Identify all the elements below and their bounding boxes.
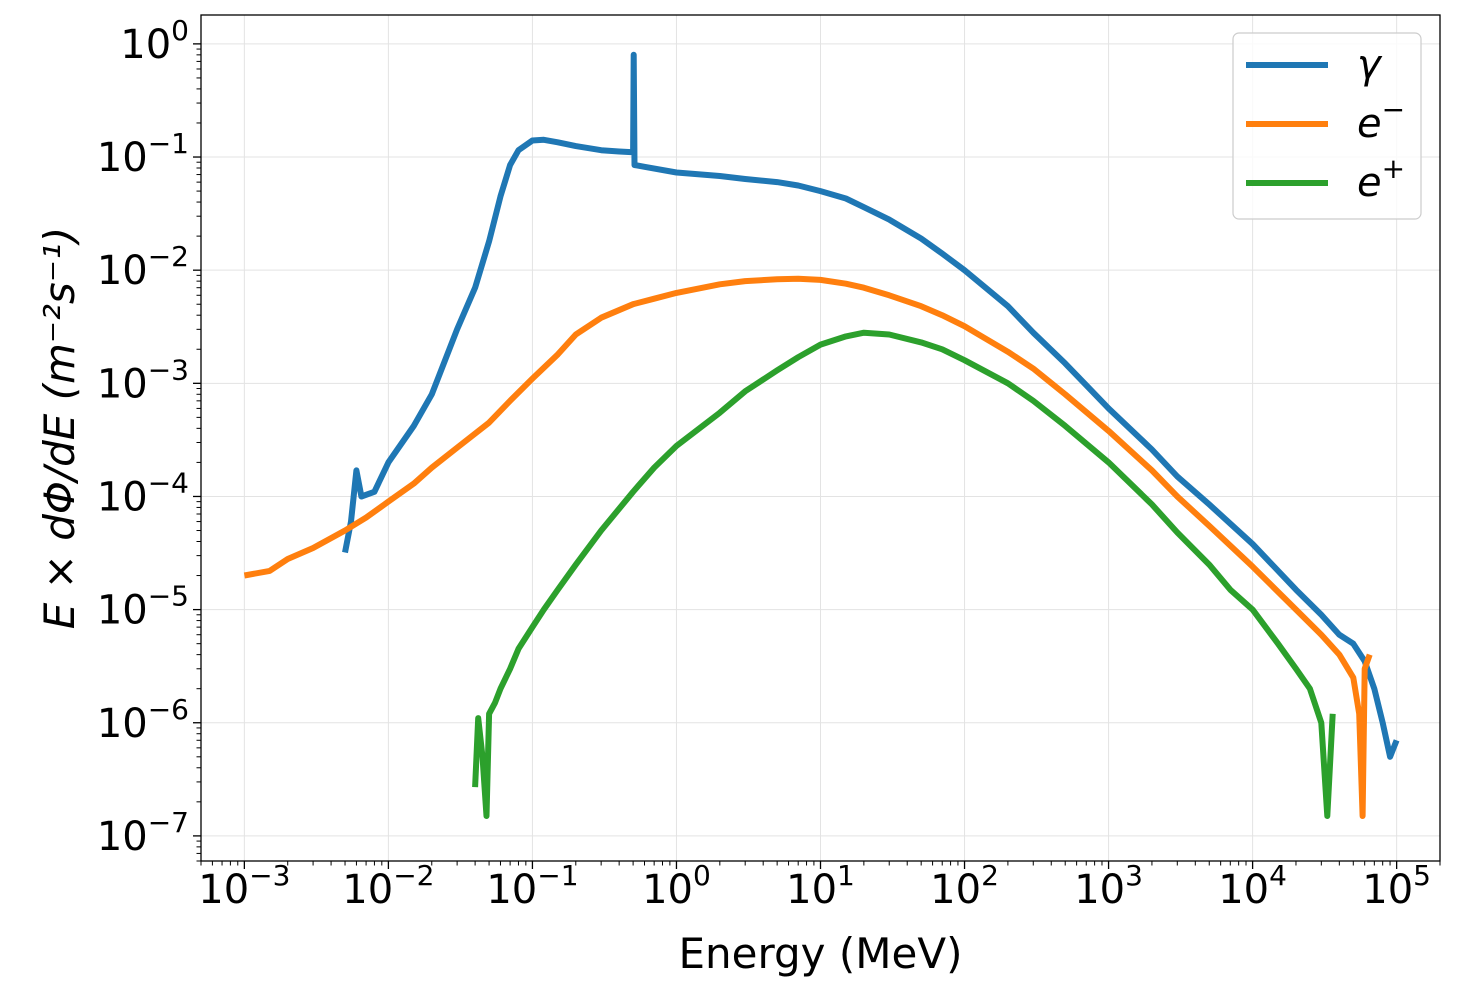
x-tick-label: 103 bbox=[1074, 859, 1143, 913]
x-tick-label: 10−3 bbox=[198, 859, 290, 913]
x-tick-label: 10−2 bbox=[342, 859, 434, 913]
legend-label-1: e− bbox=[1357, 93, 1405, 147]
y-tick-label: 100 bbox=[120, 14, 189, 68]
ticks bbox=[193, 43, 1441, 869]
x-tick-label: 10−1 bbox=[486, 859, 578, 913]
y-tick-label: 10−6 bbox=[97, 693, 189, 747]
x-tick-label: 104 bbox=[1218, 859, 1287, 913]
x-tick-label: 105 bbox=[1362, 859, 1431, 913]
y-tick-label: 10−3 bbox=[97, 353, 189, 407]
y-tick-label: 10−2 bbox=[97, 240, 189, 294]
y-tick-label: 10−4 bbox=[97, 466, 189, 520]
y-axis-label: E × dΦ/dE (m⁻²s⁻¹) bbox=[35, 227, 84, 629]
series-line-2 bbox=[472, 329, 1336, 819]
legend-label-2: e+ bbox=[1357, 152, 1405, 206]
series-line-0 bbox=[342, 51, 1400, 760]
tick-labels: 10−3 10−2 10−1 100 101 102 103 104 105 100 10−1 10−… bbox=[97, 14, 1431, 913]
x-tick-label: 102 bbox=[930, 859, 999, 913]
legend-label-0: γ bbox=[1357, 42, 1383, 88]
y-tick-label: 10−1 bbox=[97, 127, 189, 181]
legend: γ e−e+ bbox=[1232, 32, 1422, 220]
x-axis-label: Energy (MeV) bbox=[679, 929, 963, 978]
x-tick-label: 100 bbox=[642, 859, 711, 913]
x-tick-label: 101 bbox=[786, 859, 855, 913]
series-line-1 bbox=[243, 275, 1373, 819]
y-tick-label: 10−7 bbox=[97, 806, 189, 860]
series-layer bbox=[243, 51, 1400, 819]
y-tick-label: 10−5 bbox=[97, 580, 189, 634]
